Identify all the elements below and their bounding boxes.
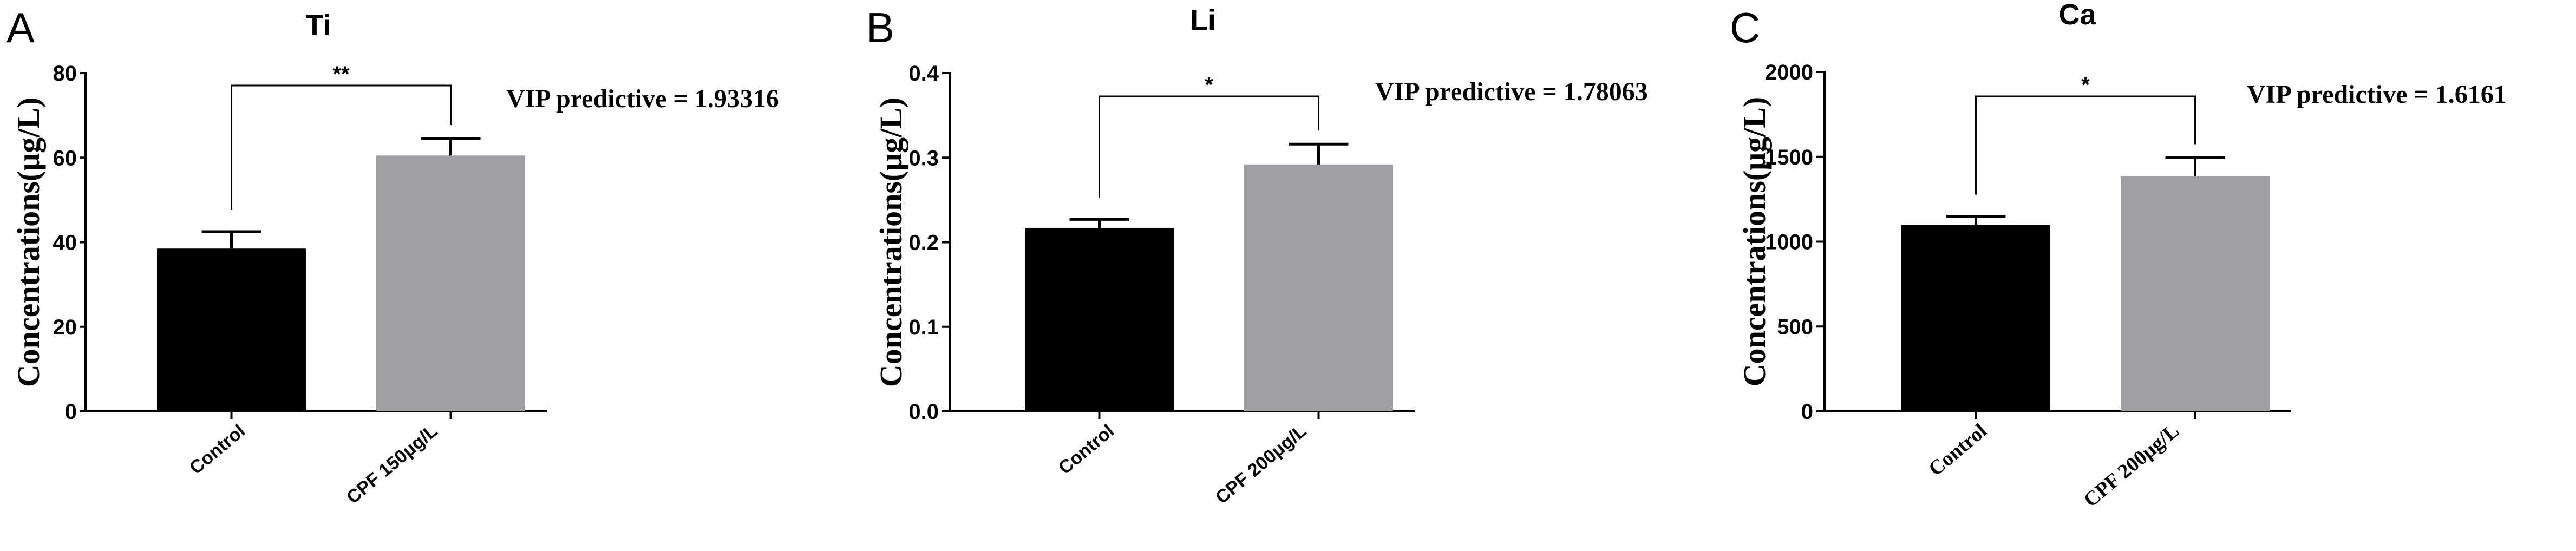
significance-bracket xyxy=(231,84,452,210)
y-tick-label: 1500 xyxy=(1765,146,1813,169)
y-axis-label: Concentrations(μg/L) xyxy=(1737,97,1772,387)
chart-title: Ti xyxy=(305,9,331,42)
x-tick-label: CPF 150μg/L xyxy=(343,421,441,508)
y-tick-label: 2000 xyxy=(1765,61,1813,84)
significance-marker: ** xyxy=(332,62,350,86)
y-tick-label: 1000 xyxy=(1765,231,1813,254)
panel-letter: C xyxy=(1730,4,1760,51)
y-axis-label: Concentrations(μg/L) xyxy=(873,97,908,388)
x-tick-label: CPF 200μg/L xyxy=(1212,421,1310,508)
y-tick-label: 0.0 xyxy=(908,400,939,424)
panel-letter: A xyxy=(6,4,35,51)
bar xyxy=(1025,227,1174,411)
y-tick-label: 0 xyxy=(65,400,77,424)
significance-marker: * xyxy=(2081,73,2090,97)
y-tick-label: 0.3 xyxy=(908,146,939,170)
y-tick-label: 0.1 xyxy=(908,316,939,339)
x-tick-label: Control xyxy=(1924,419,1991,481)
y-tick-label: 60 xyxy=(53,146,77,170)
y-tick-label: 500 xyxy=(1777,315,1813,339)
x-tick-label: Control xyxy=(1055,421,1118,478)
panel-c: C Ca 0 500 1000 1500 2000 Concentrations(μg/L) C… xyxy=(1730,0,2507,511)
x-tick-label: Control xyxy=(186,421,249,478)
y-tick-label: 0.2 xyxy=(908,231,939,255)
panel-letter: B xyxy=(866,4,894,51)
panel-a: A Ti 0 20 40 60 80 Concentrations(μg/L) Control C… xyxy=(6,4,779,508)
bar xyxy=(2121,176,2270,411)
y-tick-label: 20 xyxy=(53,316,77,339)
vip-annotation: VIP predictive = 1.6161 xyxy=(2247,80,2507,109)
bar xyxy=(157,248,306,411)
vip-annotation: VIP predictive = 1.78063 xyxy=(1375,77,1648,106)
x-tick-label: CPF 200μg/L xyxy=(2080,419,2183,512)
significance-bracket xyxy=(1099,95,1319,198)
bar xyxy=(376,155,525,411)
y-tick-label: 40 xyxy=(53,231,77,255)
y-axis-label: Concentrations(μg/L) xyxy=(11,97,46,388)
y-tick-label: 0.4 xyxy=(908,62,939,86)
y-tick-label: 0 xyxy=(1801,400,1813,424)
y-tick-label: 80 xyxy=(53,62,77,86)
significance-marker: * xyxy=(1205,73,1213,97)
chart-title: Li xyxy=(1190,4,1216,36)
bar xyxy=(1901,225,2050,411)
vip-annotation: VIP predictive = 1.93316 xyxy=(506,84,779,113)
bar xyxy=(1244,164,1393,411)
chart-title: Ca xyxy=(2058,0,2096,31)
significance-bracket xyxy=(1975,95,2196,195)
